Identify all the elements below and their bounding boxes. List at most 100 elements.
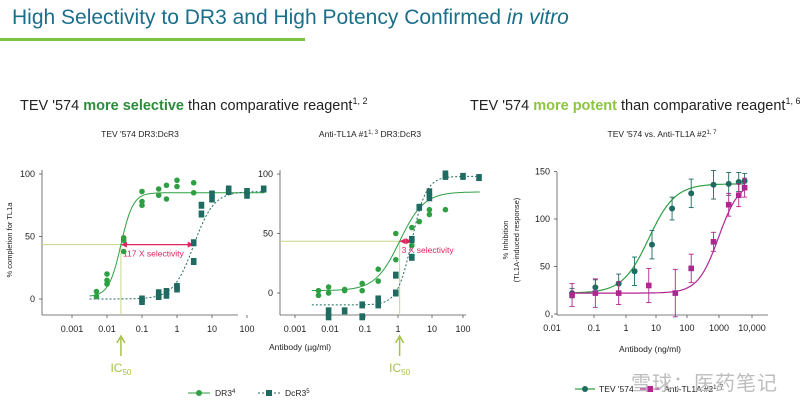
dcr3-data-point <box>198 201 205 209</box>
dcr3-data-point <box>375 301 382 309</box>
selectivity-arrow-head <box>187 241 194 248</box>
dr3-data-point <box>426 211 433 218</box>
dcr3-data-point <box>375 295 382 303</box>
dcr3-data-point <box>359 301 365 309</box>
legend-anti-tl1a-2-marker <box>647 386 653 392</box>
ic50-label-sub: 50 <box>401 368 410 377</box>
tev574-data-point <box>710 181 717 188</box>
dcr3-data-point <box>426 188 433 196</box>
selectivity-arrow-tail <box>120 241 127 248</box>
tev574-data-point <box>669 205 676 212</box>
y-tick-label: 0 <box>268 288 273 298</box>
dcr3-data-point <box>198 210 205 218</box>
legend-tev574-label: TEV '574 <box>599 384 634 394</box>
legend-dr3-text: DR3 <box>215 388 232 398</box>
anti-tl1a-2-data-point <box>569 292 575 298</box>
dr3-data-point <box>155 186 162 192</box>
chart-title-sup-3: 1, 7 <box>706 130 717 136</box>
dr3-data-point <box>375 278 382 284</box>
x-axis-label: Antibody (µg/ml) <box>269 342 331 352</box>
x-tick-label: 100 <box>455 324 470 334</box>
anti-tl1a-2-fit-curve <box>572 188 745 294</box>
dr3-data-point <box>104 271 110 277</box>
dr3-data-point <box>93 288 100 295</box>
y-axis-label: % Inhibition <box>501 221 510 260</box>
x-tick-label: 0.001 <box>61 324 84 334</box>
y-tick-label: 50 <box>25 232 35 242</box>
y-axis-label: % completion for TL1a <box>5 202 14 278</box>
dr3-fit-curve <box>89 192 265 297</box>
y-axis-label-2: (TL1A-induced response) <box>512 197 521 282</box>
selectivity-annotation: 3 X selectivity <box>402 245 455 255</box>
dr3-data-point <box>120 248 127 255</box>
dr3-data-point <box>120 234 127 241</box>
ic50-label-main: IC <box>389 361 401 375</box>
legend-dr3-marker <box>196 390 202 396</box>
dr3-data-point <box>139 188 145 195</box>
dcr3-data-point <box>393 289 399 297</box>
legend-dr3-label: DR34 <box>215 388 236 398</box>
dr3-data-point <box>409 224 415 231</box>
ic50-label-sub: 50 <box>122 368 131 377</box>
dcr3-data-point <box>190 239 197 247</box>
y-tick-label: 50 <box>540 262 550 272</box>
x-tick-label: 0.01 <box>543 323 561 333</box>
chart-title-2: Anti-TL1A #11, 3 DR3:DcR3 <box>319 129 421 139</box>
selectivity-arrow-tail <box>399 238 406 245</box>
dcr3-data-point <box>209 195 215 203</box>
dr3-data-point <box>174 177 180 184</box>
y-tick-label: 100 <box>20 169 35 179</box>
dr3-data-point <box>341 286 348 293</box>
tev574-data-point <box>725 180 732 187</box>
legend-dcr3-marker <box>266 390 272 396</box>
dcr3-data-point <box>244 191 250 199</box>
page-title: High Selectivity to DR3 and High Potency… <box>12 6 569 29</box>
dr3-data-point <box>359 280 366 287</box>
x-tick-label: 0.01 <box>321 324 339 334</box>
dr3-data-point <box>409 242 415 249</box>
dcr3-data-point <box>155 289 162 297</box>
dr3-data-point <box>359 287 366 294</box>
x-tick-label: 0.1 <box>588 323 601 333</box>
dcr3-data-point <box>442 170 449 178</box>
dcr3-fit-curve <box>311 175 480 306</box>
tev574-data-point <box>649 241 655 248</box>
x-tick-label: 0.001 <box>284 324 307 334</box>
anti-tl1a-2-data-point <box>615 290 622 296</box>
y-tick-label: 50 <box>263 229 273 239</box>
anti-tl1a-2-data-point <box>725 201 732 208</box>
dcr3-data-point <box>260 185 267 193</box>
dr3-data-point <box>163 196 170 202</box>
dcr3-fit-curve <box>89 191 265 300</box>
anti-tl1a-2-data-point <box>592 290 599 296</box>
selectivity-arrow-head <box>405 238 412 245</box>
dcr3-data-point <box>174 285 180 293</box>
x-tick-label: 1 <box>395 324 400 334</box>
ic50-marker-arrowhead <box>394 334 405 344</box>
tev574-data-point <box>688 190 695 197</box>
dr3-data-point <box>325 290 332 296</box>
anti-tl1a-2-data-point <box>645 282 652 289</box>
y-tick-label: 150 <box>535 167 550 177</box>
dcr3-data-point <box>409 253 415 261</box>
legend-dcr3-sup: 5 <box>306 389 310 395</box>
dcr3-data-point <box>155 293 162 300</box>
dcr3-data-point <box>325 313 332 321</box>
dcr3-data-point <box>460 172 466 180</box>
dr3-data-point <box>393 230 399 237</box>
x-axis-label: Antibody (ng/ml) <box>619 344 681 354</box>
chart-title-text-1: TEV '574 DR3:DcR3 <box>101 129 179 139</box>
legend-anti-tl1a-2-sup: 1, 7 <box>713 385 724 391</box>
dcr3-data-point <box>244 188 250 195</box>
dcr3-data-point <box>416 203 423 211</box>
dcr3-data-point <box>190 258 197 265</box>
legend-dcr3-text: DcR3 <box>285 388 307 398</box>
tev574-data-point <box>631 268 638 275</box>
right-subtitle: TEV '574 more potent than comparative re… <box>470 96 800 114</box>
x-tick-label: 10 <box>651 323 661 333</box>
y-tick-label: 0 <box>545 309 550 319</box>
dr3-data-point <box>315 292 322 299</box>
watermark: 雪球：医药笔记 <box>631 373 778 395</box>
dcr3-data-point <box>209 190 215 198</box>
